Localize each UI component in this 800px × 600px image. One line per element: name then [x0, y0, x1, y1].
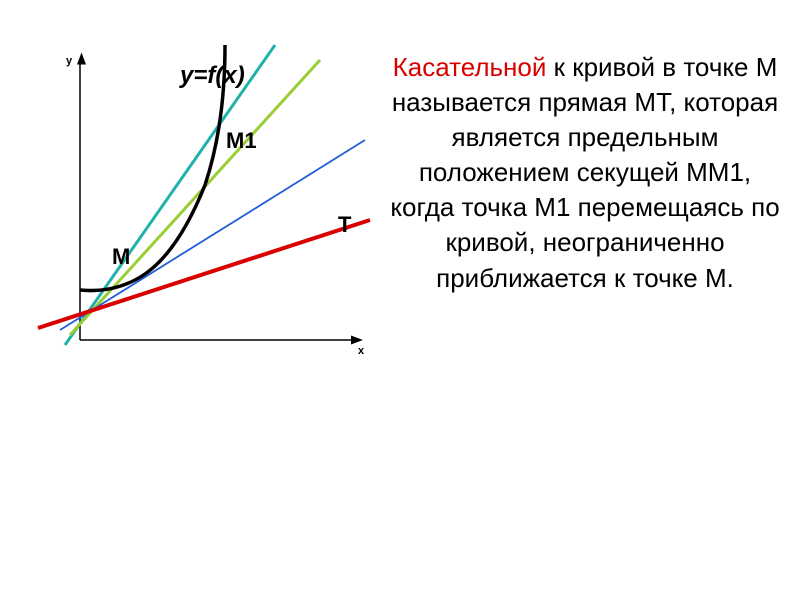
definition-paragraph: Касательной к кривой в точке М называетс…: [390, 50, 780, 296]
point-label-M: M: [112, 244, 130, 270]
y-axis-label: y: [66, 55, 73, 67]
point-label-M1: M1: [226, 128, 257, 154]
tangent-red: [38, 220, 370, 328]
secant-teal: [65, 45, 275, 345]
chart-area: x y y=f(x) M1 T M: [20, 30, 380, 390]
definition-term: Касательной: [393, 52, 547, 82]
definition-body: к кривой в точке М называется прямая МТ,…: [390, 52, 779, 293]
slide-container: x y y=f(x) M1 T M Касательной к кривой в…: [0, 0, 800, 600]
x-axis-label: x: [358, 345, 365, 357]
definition-text-area: Касательной к кривой в точке М называетс…: [380, 30, 780, 540]
function-label: y=f(x): [180, 62, 245, 90]
point-label-T: T: [338, 212, 351, 238]
secant-green: [70, 60, 320, 335]
